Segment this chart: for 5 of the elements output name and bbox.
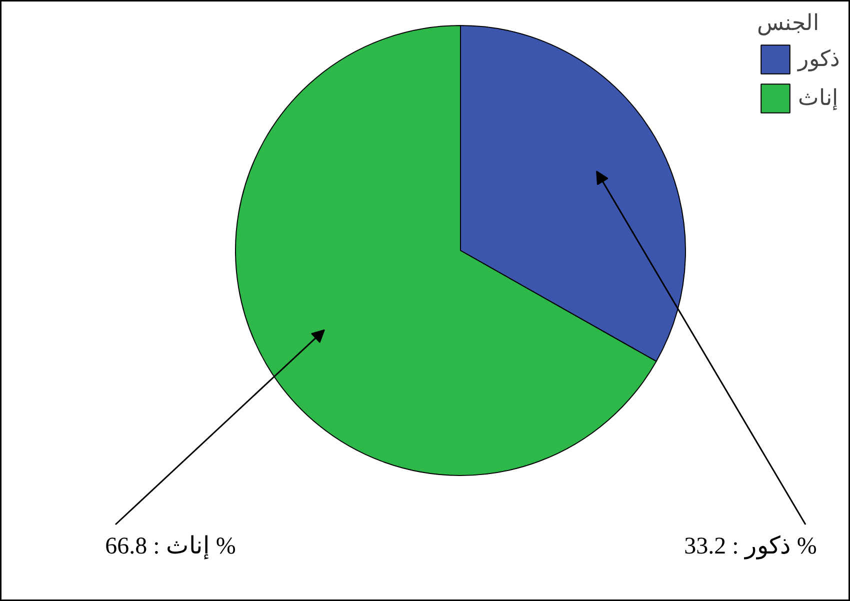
data-label: إناث : 66.8 % — [105, 534, 236, 560]
data-label: ذكور : 33.2 % — [684, 534, 817, 560]
legend-title: الجنس — [757, 10, 820, 36]
legend-label: إناث — [798, 85, 838, 111]
legend-label: ذكور — [798, 46, 840, 72]
